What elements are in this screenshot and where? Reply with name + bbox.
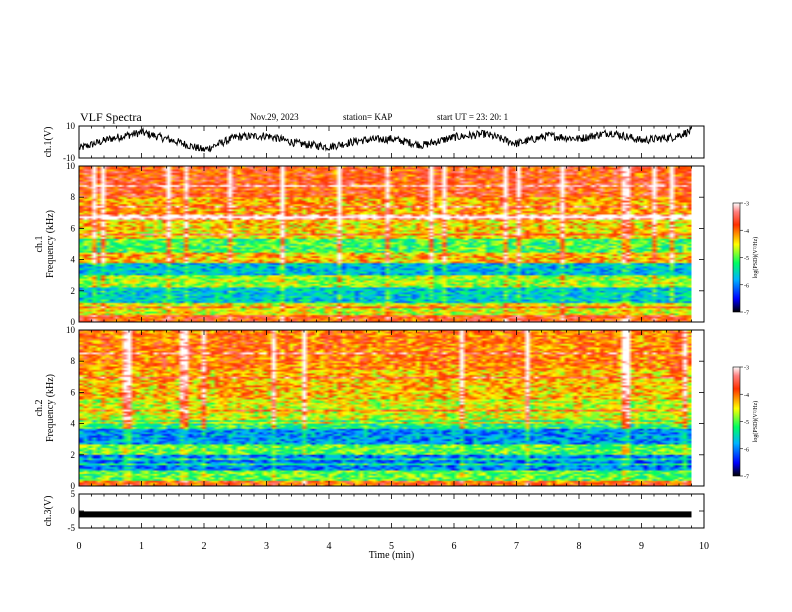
panel-1-ylabel: ch.1Frequency (kHz) xyxy=(34,210,56,278)
y-tick-label: 10 xyxy=(66,121,76,131)
x-tick-label: 4 xyxy=(327,541,332,552)
colorbar-0 xyxy=(732,202,741,313)
y-tick-label: 2 xyxy=(71,286,76,296)
colorbar-tick-label: -7 xyxy=(744,311,749,317)
panel-frame-3 xyxy=(78,493,705,529)
station-label: station= KAP xyxy=(343,112,393,122)
panel-1-ylabel-line: ch.1 xyxy=(34,236,45,253)
colorbar-tick-label: -6 xyxy=(744,447,749,453)
x-tick-label: 5 xyxy=(389,541,394,552)
x-tick-label: 1 xyxy=(139,541,144,552)
colorbar-tick-label: -5 xyxy=(744,256,749,262)
y-tick-label: 8 xyxy=(71,192,76,202)
x-tick-label: 8 xyxy=(577,541,582,552)
x-tick-label: 9 xyxy=(639,541,644,552)
x-tick-label: 0 xyxy=(77,541,82,552)
panel-3-ylabel: ch.3(V) xyxy=(43,496,54,527)
y-tick-label: 4 xyxy=(71,255,76,265)
colorbar-tick-label: -3 xyxy=(744,202,749,208)
y-tick-label: 0 xyxy=(71,481,76,491)
panel-3-ylabel-line: ch.3(V) xyxy=(43,496,54,527)
ch1-waveform-line xyxy=(78,125,692,153)
colorbar-label: log(PSD)(V²/Hz) xyxy=(752,237,759,278)
panel-0-ylabel-line: ch.1(V) xyxy=(43,127,54,158)
y-tick-label: 2 xyxy=(71,450,76,460)
colorbar-tick-label: -7 xyxy=(744,475,749,481)
figure-title: VLF Spectra xyxy=(80,110,142,124)
y-tick-label: 10 xyxy=(66,161,76,171)
start-time-label: start UT = 23: 20: 1 xyxy=(437,112,509,122)
y-tick-label: 0 xyxy=(71,506,76,516)
y-tick-label: 8 xyxy=(71,356,76,366)
colorbar-tick-label: -4 xyxy=(744,229,749,235)
colorbar-tick-label: -6 xyxy=(744,283,749,289)
colorbar-tick-label: -4 xyxy=(744,393,749,399)
x-tick-label: 2 xyxy=(202,541,207,552)
y-tick-label: 0 xyxy=(71,317,76,327)
colorbar-tick-label: -3 xyxy=(744,366,749,372)
y-tick-label: 5 xyxy=(71,489,76,499)
x-tick-label: 10 xyxy=(699,541,709,552)
ch3-signal-band xyxy=(79,511,692,518)
date-label: Nov.29, 2023 xyxy=(250,112,299,122)
panel-1-ylabel-line: Frequency (kHz) xyxy=(45,210,56,278)
y-tick-label: -5 xyxy=(68,523,76,533)
colorbar-tick-label: -5 xyxy=(744,420,749,426)
y-tick-label: 6 xyxy=(71,223,76,233)
colorbar-1 xyxy=(732,366,741,477)
x-axis-label: Time (min) xyxy=(369,550,414,561)
ch1-spectrogram-image xyxy=(79,166,692,322)
panel-0-ylabel: ch.1(V) xyxy=(43,127,54,158)
x-tick-label: 6 xyxy=(452,541,457,552)
y-tick-label: 6 xyxy=(71,387,76,397)
panel-2-ylabel: ch.2Frequency (kHz) xyxy=(34,374,56,442)
x-tick-label: 3 xyxy=(264,541,269,552)
y-tick-label: 10 xyxy=(66,325,76,335)
x-tick-label: 7 xyxy=(514,541,519,552)
y-tick-label: 4 xyxy=(71,419,76,429)
ch2-spectrogram-image xyxy=(79,330,692,486)
y-tick-label: -10 xyxy=(63,153,75,163)
panel-2-ylabel-line: ch.2 xyxy=(34,400,45,417)
panel-2-ylabel-line: Frequency (kHz) xyxy=(45,374,56,442)
colorbar-label: log(PSD)(V²/Hz) xyxy=(752,401,759,442)
